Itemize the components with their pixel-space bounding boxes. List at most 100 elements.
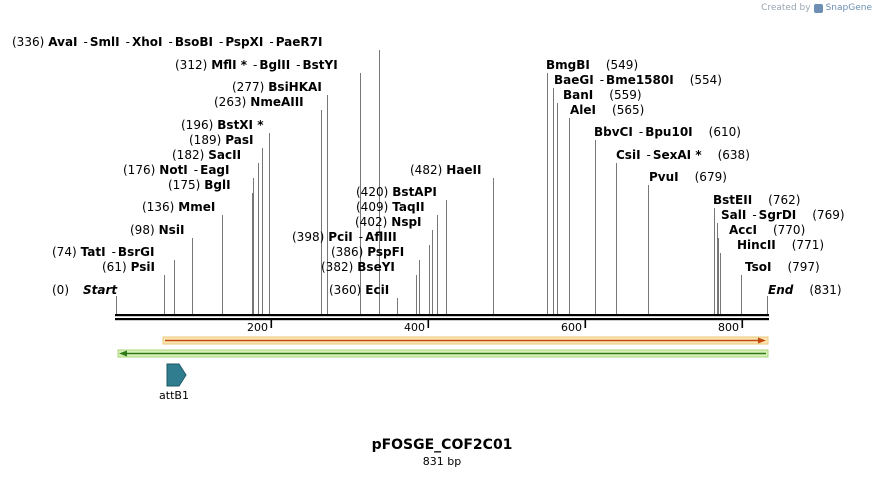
site-label-row[interactable]: (176) NotI - EagI (123, 163, 229, 177)
site-label-row[interactable]: AleI (565) (570, 103, 644, 117)
enzyme-name[interactable]: SacII (208, 148, 242, 162)
orf-forward[interactable] (162, 336, 769, 345)
site-label-row[interactable]: (402) NspI (355, 215, 422, 229)
site-position: (402) (355, 215, 388, 229)
enzyme-name[interactable]: EciI (365, 283, 390, 297)
tick-label-400: 400 (404, 321, 425, 334)
enzyme-name[interactable]: AleI (570, 103, 597, 117)
enzyme-name[interactable]: PspFI (367, 245, 405, 259)
enzyme-name[interactable]: NmeAIII (250, 95, 304, 109)
enzyme-name[interactable]: MflI * (211, 58, 248, 72)
site-label-row[interactable]: BbvCI - Bpu10I (610) (594, 125, 741, 139)
enzyme-name[interactable]: NotI (159, 163, 188, 177)
enzyme-name[interactable]: BbvCI (594, 125, 633, 139)
enzyme-name[interactable]: MmeI (178, 200, 216, 214)
site-label-row[interactable]: (61) PsiI (102, 260, 155, 274)
enzyme-name[interactable]: AflIII (365, 230, 397, 244)
site-label-row[interactable]: BanI (559) (563, 88, 642, 102)
site-label-row[interactable]: (263) NmeAIII (214, 95, 304, 109)
site-label-row[interactable]: PvuI (679) (649, 170, 727, 184)
site-position: (263) (214, 95, 247, 109)
site-label-row[interactable]: (382) BseYI (321, 260, 395, 274)
site-label-row[interactable]: (312) MflI * - BglII - BstYI (175, 58, 338, 72)
enzyme-name[interactable]: BstYI (302, 58, 338, 72)
site-label-row[interactable]: (420) BstAPI (356, 185, 437, 199)
site-label-row[interactable]: (175) BglI (168, 178, 231, 192)
enzyme-name[interactable]: TaqII (392, 200, 425, 214)
enzyme-name[interactable]: BsiHKAI (268, 80, 322, 94)
enzyme-name[interactable]: CsiI (616, 148, 641, 162)
enzyme-name[interactable]: HincII (737, 238, 776, 252)
enzyme-name[interactable]: BsrGI (117, 245, 155, 259)
enzyme-name[interactable]: BglII (259, 58, 291, 72)
site-label-row[interactable]: (277) BsiHKAI (232, 80, 322, 94)
enzyme-name[interactable]: BseYI (357, 260, 395, 274)
site-label-row[interactable]: HincII (771) (737, 238, 824, 252)
site-label-row[interactable]: (98) NsiI (130, 223, 184, 237)
tick-label-800: 800 (718, 321, 739, 334)
enzyme-name[interactable]: SalI (721, 208, 747, 222)
enzyme-name[interactable]: PsiI (130, 260, 155, 274)
site-label-row[interactable]: (386) PspFI (331, 245, 404, 259)
enzyme-name[interactable]: PspXI (225, 35, 264, 49)
enzyme-name[interactable]: TatI (80, 245, 106, 259)
enzyme-name[interactable]: PciI (328, 230, 353, 244)
site-label-row[interactable]: (136) MmeI (142, 200, 215, 214)
site-label-row[interactable]: (360) EciI (329, 283, 389, 297)
site-label-row[interactable]: SalI - SgrDI (769) (721, 208, 845, 222)
site-position: (554) (689, 73, 722, 87)
site-position: (762) (768, 193, 801, 207)
enzyme-name[interactable]: Bpu10I (645, 125, 693, 139)
enzyme-name[interactable]: BglI (204, 178, 231, 192)
enzyme-name[interactable]: PvuI (649, 170, 679, 184)
enzyme-name[interactable]: AccI (729, 223, 757, 237)
site-position: (565) (612, 103, 645, 117)
site-label-row[interactable]: CsiI - SexAI * (638) (616, 148, 750, 162)
enzyme-name[interactable]: BsoBI (174, 35, 213, 49)
enzyme-name[interactable]: BstEII (713, 193, 753, 207)
enzyme-name[interactable]: SgrDI (758, 208, 797, 222)
site-label-row[interactable]: AccI (770) (729, 223, 805, 237)
site-label-row[interactable]: (189) PasI (189, 133, 253, 147)
enzyme-name[interactable]: BaeGI (554, 73, 594, 87)
enzyme-separator: - (358, 230, 364, 244)
site-label-row[interactable]: TsoI (797) (745, 260, 820, 274)
site-label-row[interactable]: (482) HaeII (410, 163, 482, 177)
site-label-row[interactable]: (398) PciI - AflIII (292, 230, 397, 244)
enzyme-name[interactable]: TsoI (745, 260, 772, 274)
enzyme-separator: - (296, 58, 301, 72)
enzyme-name[interactable]: XhoI (131, 35, 163, 49)
enzyme-name[interactable]: BanI (563, 88, 594, 102)
site-position: (336) (12, 35, 45, 49)
orf-forward-arrow-icon (758, 337, 766, 344)
orf-reverse[interactable] (117, 349, 769, 358)
enzyme-separator: - (193, 163, 199, 177)
enzyme-name[interactable]: NsiI (158, 223, 185, 237)
enzyme-name[interactable]: BstXI * (217, 118, 264, 132)
site-label-row[interactable]: BaeGI - Bme1580I (554) (554, 73, 722, 87)
strand-bottom (115, 318, 769, 321)
enzyme-name[interactable]: EagI (200, 163, 230, 177)
site-label-row[interactable]: BstEII (762) (713, 193, 800, 207)
enzyme-name[interactable]: SmlI (89, 35, 120, 49)
site-label-row[interactable]: (196) BstXI * (181, 118, 263, 132)
enzyme-name[interactable]: AvaI (48, 35, 78, 49)
attb1-feature-arrow-icon[interactable] (166, 363, 187, 387)
enzyme-name[interactable]: HaeII (446, 163, 482, 177)
enzyme-name[interactable]: BstAPI (392, 185, 437, 199)
site-label-row[interactable]: (182) SacII (172, 148, 241, 162)
enzyme-name[interactable]: Bme1580I (606, 73, 674, 87)
enzyme-name[interactable]: SexAI * (652, 148, 702, 162)
site-label-row[interactable]: BmgBI (549) (546, 58, 638, 72)
enzyme-name[interactable]: PaeR7I (275, 35, 323, 49)
site-lines (116, 50, 768, 314)
site-label-row[interactable]: (409) TaqII (356, 200, 425, 214)
enzyme-name[interactable]: PasI (225, 133, 254, 147)
enzyme-separator: - (253, 58, 258, 72)
site-label-row[interactable]: (336) AvaI - SmlI - XhoI - BsoBI - PspXI - PaeR7I (12, 35, 322, 49)
enzyme-name[interactable]: BmgBI (546, 58, 590, 72)
site-label-row[interactable]: (74) TatI - BsrGI (52, 245, 154, 259)
tick-600 (584, 320, 587, 328)
enzyme-name[interactable]: NspI (391, 215, 422, 229)
site-position: (61) (102, 260, 127, 274)
